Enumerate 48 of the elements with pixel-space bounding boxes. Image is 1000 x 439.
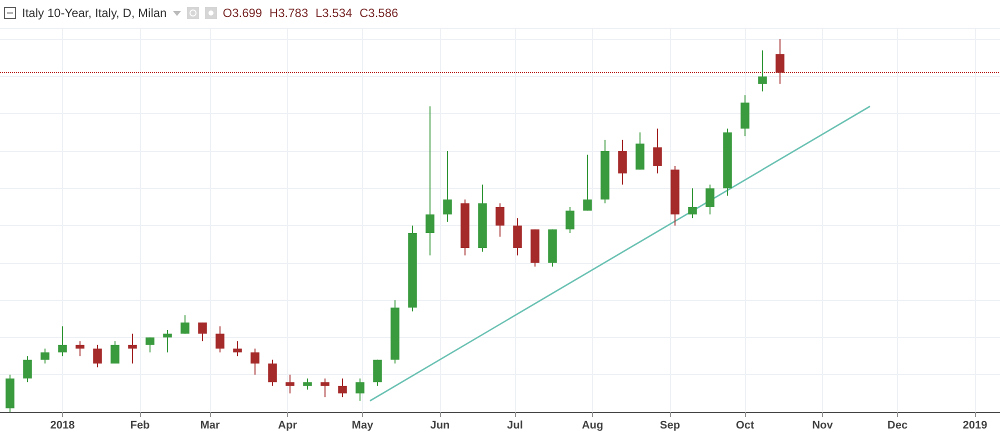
candlestick xyxy=(566,206,574,234)
candlestick xyxy=(268,359,277,386)
candlestick xyxy=(216,326,224,353)
candlestick xyxy=(163,329,172,353)
x-tick-label: Oct xyxy=(736,420,754,432)
candlestick xyxy=(496,202,504,238)
x-tick-label: 2018 xyxy=(50,420,75,432)
x-tick-label: Dec xyxy=(887,420,908,432)
candlestick xyxy=(128,333,137,364)
candlestick xyxy=(443,150,452,222)
candlestick xyxy=(58,326,67,357)
candlestick xyxy=(180,314,190,334)
x-tick-label: Aug xyxy=(582,420,604,432)
candlestick xyxy=(286,374,294,394)
candlestick xyxy=(776,38,784,84)
candlestick xyxy=(93,344,102,368)
x-tick-label: Nov xyxy=(812,420,834,432)
x-tick-label: Apr xyxy=(278,420,298,432)
x-tick-label: Feb xyxy=(130,420,150,432)
candlestick xyxy=(303,378,312,390)
candlestick xyxy=(110,340,120,364)
candlestick xyxy=(76,340,84,357)
chart-subtitle: O3.699 H3.783 L3.534 C3.586 xyxy=(222,6,398,20)
x-tick-label: Sep xyxy=(660,420,680,432)
x-tick-label: 2019 xyxy=(962,420,988,432)
candlestick xyxy=(618,139,627,186)
candlestick xyxy=(373,359,382,386)
candlestick xyxy=(320,378,330,398)
candlestick xyxy=(198,322,207,342)
candlestick xyxy=(688,188,697,219)
candlestick xyxy=(250,348,260,376)
candlestick xyxy=(758,50,767,92)
candlestick xyxy=(40,348,50,364)
x-tick-label: Mar xyxy=(200,420,220,432)
candlestick xyxy=(706,184,714,215)
candlestick xyxy=(146,336,154,353)
candlestick xyxy=(513,218,522,256)
x-tick-label: Jun xyxy=(430,420,450,432)
candlestick xyxy=(23,356,32,383)
x-tick-label: Jul xyxy=(507,420,523,432)
candlestick xyxy=(426,106,434,256)
candlestick xyxy=(356,378,364,402)
candlestick xyxy=(338,378,347,398)
candlestick xyxy=(583,154,592,212)
x-tick-label: May xyxy=(352,420,374,432)
chart-title: Italy 10-Year, Italy, D, Milan xyxy=(22,6,167,20)
candlestick xyxy=(653,128,662,174)
candlestick xyxy=(233,340,242,357)
